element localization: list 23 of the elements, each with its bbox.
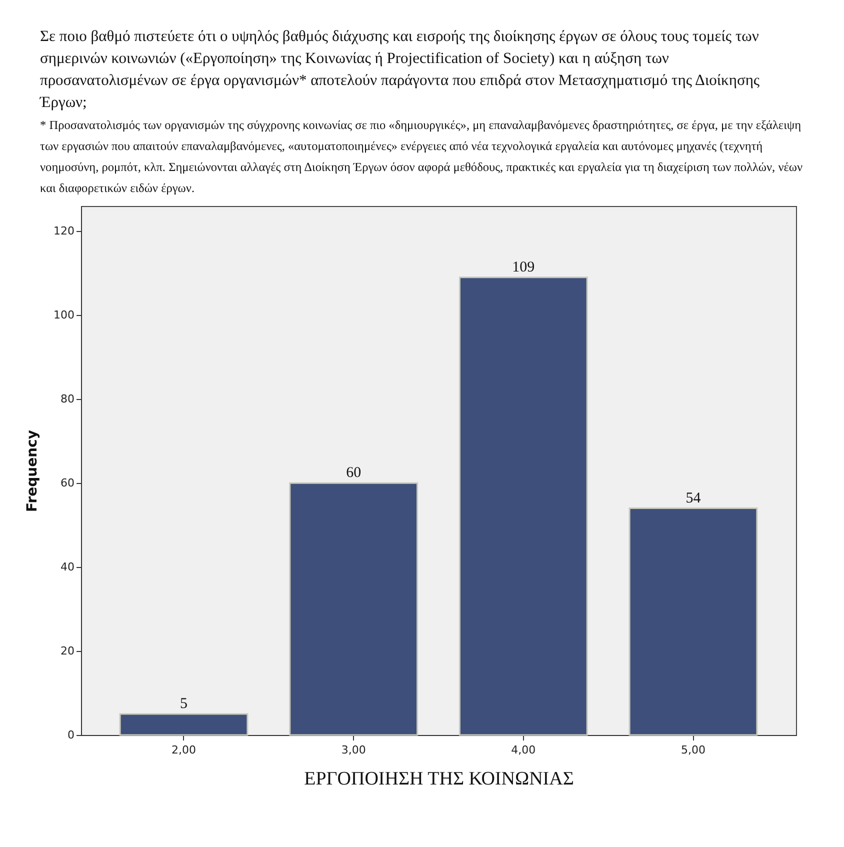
bar: [289, 482, 418, 736]
data-label: 5: [180, 696, 188, 712]
data-label: 109: [512, 259, 535, 276]
y-tick-label: 40: [60, 560, 74, 574]
y-tick-label: 0: [68, 728, 74, 742]
y-tick-label: 60: [60, 476, 74, 490]
bar: [628, 508, 758, 736]
chart-title: Σε ποιο βαθμό πιστεύετε ότι ο υψηλός βαθμός διάχυσης και εισροής της διοίκησης έργων σε όλους τους τομείς των σημερινών κοινωνιών («Εργοποίηση» της Κοινωνίας ή Projectification of Society) και η αύξηση των προσανατολισμένων σε έργα οργανισμών* αποτελούν παράγοντα που επιδρά στον Μετασχηματισμό της Διοίκησης Έργων;: [40, 27, 761, 113]
data-label: 54: [686, 490, 702, 506]
x-tick-label: 5,00: [681, 744, 706, 756]
y-tick-label: 100: [54, 308, 74, 322]
y-tick-label: 20: [60, 644, 74, 658]
y-tick-label: 120: [54, 224, 74, 238]
x-tick-label: 2,00: [172, 744, 196, 756]
bar: [119, 713, 248, 736]
y-axis-title: Frequency: [24, 430, 41, 512]
x-axis-title: ΕΡΓΟΠΟΙΗΣΗ ΤΗΣ ΚΟΙΝΩΝΙΑΣ: [304, 768, 574, 790]
x-tick-label: 4,00: [511, 744, 536, 756]
bar: [458, 276, 588, 736]
data-label: 60: [346, 465, 362, 482]
x-tick-label: 3,00: [341, 744, 366, 756]
chart-subtitle: * Προσανατολισμός των οργανισμών της σύγχρονης κοινωνίας σε πιο «δημιουργικές», μη επαναλαμβανόμενες δραστηριότητες, σε έργα, με την εξάλειψη των εργασιών που απαιτούν επαναλαμβανόμενες, «αυτοματοποιημένες» ενέργειες από νέα τεχνολογικά εργαλεία και αυτόνομες μηχανές (τεχνητή νοημοσύνη, ρομπότ, κλπ. Σημειώνονται αλλαγές στη Διοίκηση Έργων όσον αφορά μεθόδους, πρακτικές και εργαλεία για τη διαχείριση των πολλών, νέων και διαφορετικών ειδών έργων.: [40, 117, 804, 197]
y-tick-label: 80: [60, 392, 74, 406]
